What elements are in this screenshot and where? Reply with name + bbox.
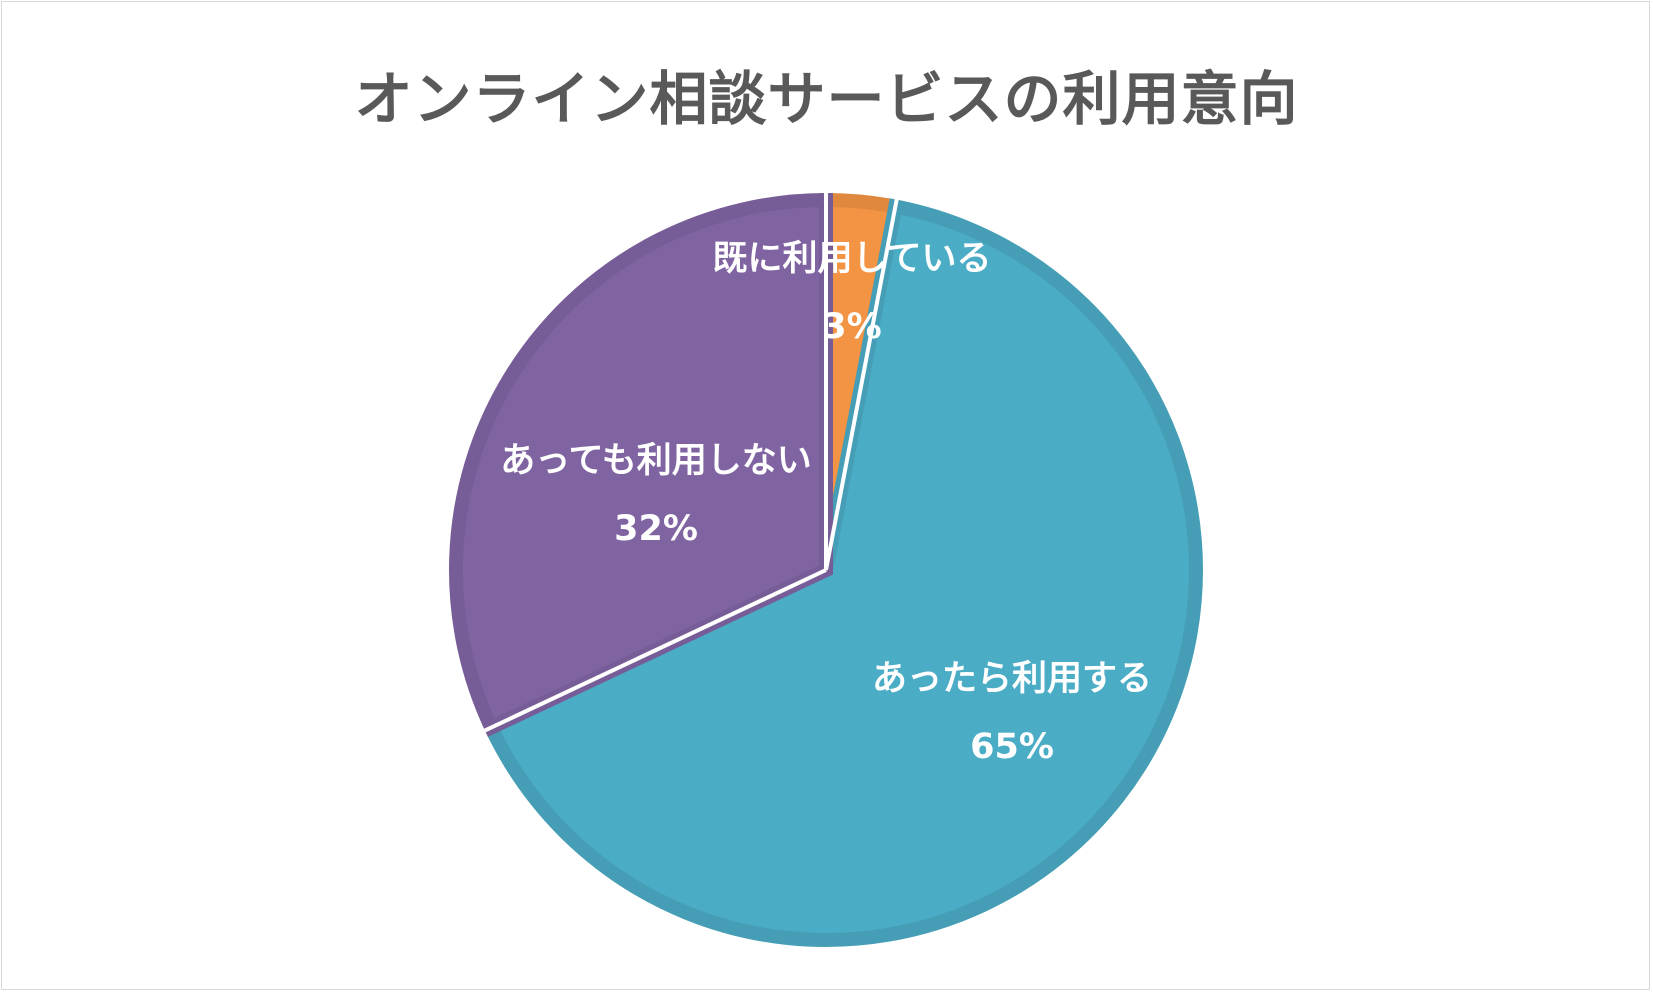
slice-percent-label: 3% (822, 307, 881, 347)
slice-percent-label: 32% (614, 509, 698, 549)
slice-category-label: あったら利用する (872, 659, 1152, 699)
slice-separator (483, 568, 827, 733)
slice-separator (824, 198, 899, 571)
pie-slice (481, 198, 1203, 947)
chart-title: オンライン相談サービスの利用意向 (354, 65, 1299, 133)
slice-category-label: あっても利用しない (500, 441, 812, 481)
pie-slice (449, 192, 833, 737)
slice-category-label: 既に利用している (713, 239, 992, 279)
slice-percent-label: 65% (970, 727, 1054, 767)
